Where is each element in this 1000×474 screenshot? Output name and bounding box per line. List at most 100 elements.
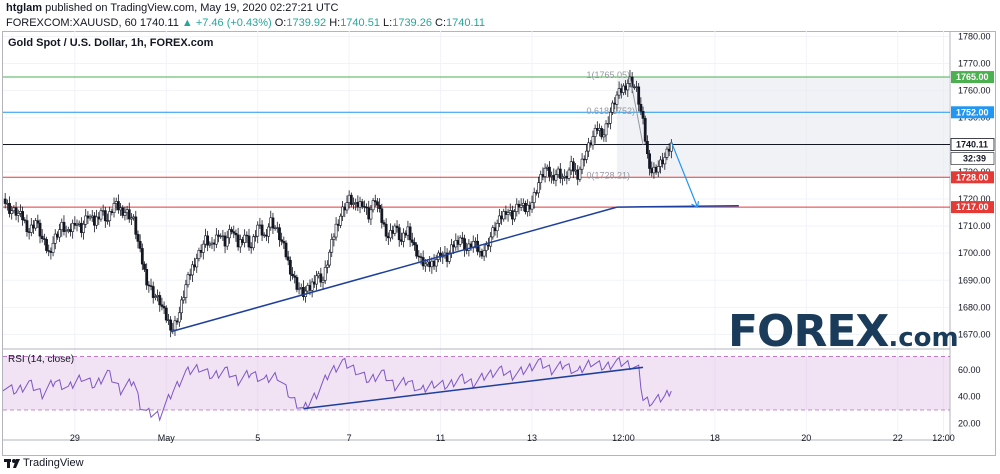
candle-body [3, 198, 7, 204]
candle-body [319, 273, 323, 283]
time-tick-label: 11 [436, 433, 445, 443]
candle-body [73, 222, 77, 226]
candle-body [245, 234, 249, 237]
author-name[interactable]: htglam [6, 2, 43, 14]
candle-body [395, 225, 399, 229]
candle-body [88, 216, 92, 219]
candle-body [90, 215, 94, 218]
candle-body [563, 175, 567, 178]
candle-body [654, 166, 658, 173]
candle-body [332, 236, 336, 240]
candle-body [265, 234, 268, 237]
candle-body [624, 85, 628, 91]
close-label: C: [435, 17, 447, 29]
candle-body [251, 236, 255, 249]
candle-body [382, 222, 386, 225]
candle-body [537, 182, 540, 194]
candle-body [10, 210, 14, 214]
candle-body [254, 235, 257, 238]
candle-body [365, 206, 368, 209]
candle-body [447, 252, 451, 262]
candle-body [663, 157, 667, 165]
open-label: O: [274, 17, 287, 29]
candle-body [103, 210, 107, 222]
candle-body [530, 202, 534, 210]
candle-body [626, 83, 630, 91]
candle-body [151, 286, 155, 298]
candle-body [123, 212, 127, 216]
chart-title: Gold Spot / U.S. Dollar, 1h, FOREX.com [8, 37, 214, 49]
candle-body [528, 204, 532, 210]
candle-body [195, 258, 199, 268]
candle-body [543, 167, 547, 177]
symbol-name: FOREXCOM:XAUUSD, 60 [6, 17, 137, 29]
candle-body [352, 203, 355, 205]
footer[interactable]: TradingView [4, 457, 84, 469]
candle-body [162, 306, 166, 309]
candle-body [238, 239, 242, 248]
candle-body [60, 221, 64, 230]
candle-body [291, 273, 294, 277]
candle-body [82, 223, 85, 233]
forex-logo: FOREX.com [728, 306, 959, 357]
candle-body [221, 235, 225, 237]
candle-body [606, 123, 610, 125]
candle-body [430, 260, 434, 268]
candle-body [47, 250, 51, 252]
candle-body [62, 221, 66, 232]
candle-body [260, 224, 264, 236]
price-tick-label: 1680.00 [958, 302, 991, 312]
candle-body [186, 274, 190, 286]
candle-body [493, 227, 497, 232]
candle-body [182, 297, 186, 301]
candle-body [519, 204, 523, 208]
candle-body [602, 134, 606, 138]
candle-body [284, 242, 288, 258]
candle-body [269, 217, 273, 228]
candle-body [567, 169, 571, 179]
candle-body [343, 206, 347, 211]
candle-body [110, 211, 114, 213]
candle-body [273, 227, 277, 229]
candle-body [413, 242, 416, 246]
candle-body [223, 235, 227, 247]
candle-body [145, 269, 149, 286]
candle-body [53, 233, 57, 244]
candle-body [58, 229, 62, 238]
candle-body [552, 175, 556, 181]
candle-body [515, 203, 519, 212]
price-tag-label: 1740.11 [956, 139, 988, 149]
candle-body [236, 234, 240, 248]
candle-body [432, 260, 436, 267]
candle-body [323, 267, 327, 281]
candle-body [106, 220, 109, 222]
candle-body [119, 207, 122, 211]
candle-body [49, 250, 53, 253]
candle-body [164, 307, 168, 321]
candle-body [484, 244, 488, 251]
candle-body [415, 244, 419, 257]
candle-body [598, 128, 601, 131]
candle-body [169, 319, 173, 331]
candle-body [554, 174, 558, 181]
candle-body [38, 222, 42, 237]
candle-body [328, 251, 331, 266]
candle-body [27, 231, 31, 233]
price-tag-label: 1728.00 [956, 172, 989, 182]
candle-body [339, 215, 342, 226]
candle-body [69, 229, 72, 232]
candle-body [650, 168, 654, 174]
time-tick-label: 12:00 [612, 433, 635, 443]
candle-body [534, 192, 538, 194]
candle-body [661, 159, 665, 165]
candle-body [373, 200, 377, 203]
candle-body [608, 111, 612, 124]
candle-body [389, 230, 392, 239]
candle-body [500, 215, 503, 220]
low-label: L: [383, 17, 393, 29]
candle-body [645, 140, 649, 155]
candle-body [125, 209, 129, 213]
candle-body [574, 169, 577, 172]
price-tag-bg [950, 138, 995, 151]
